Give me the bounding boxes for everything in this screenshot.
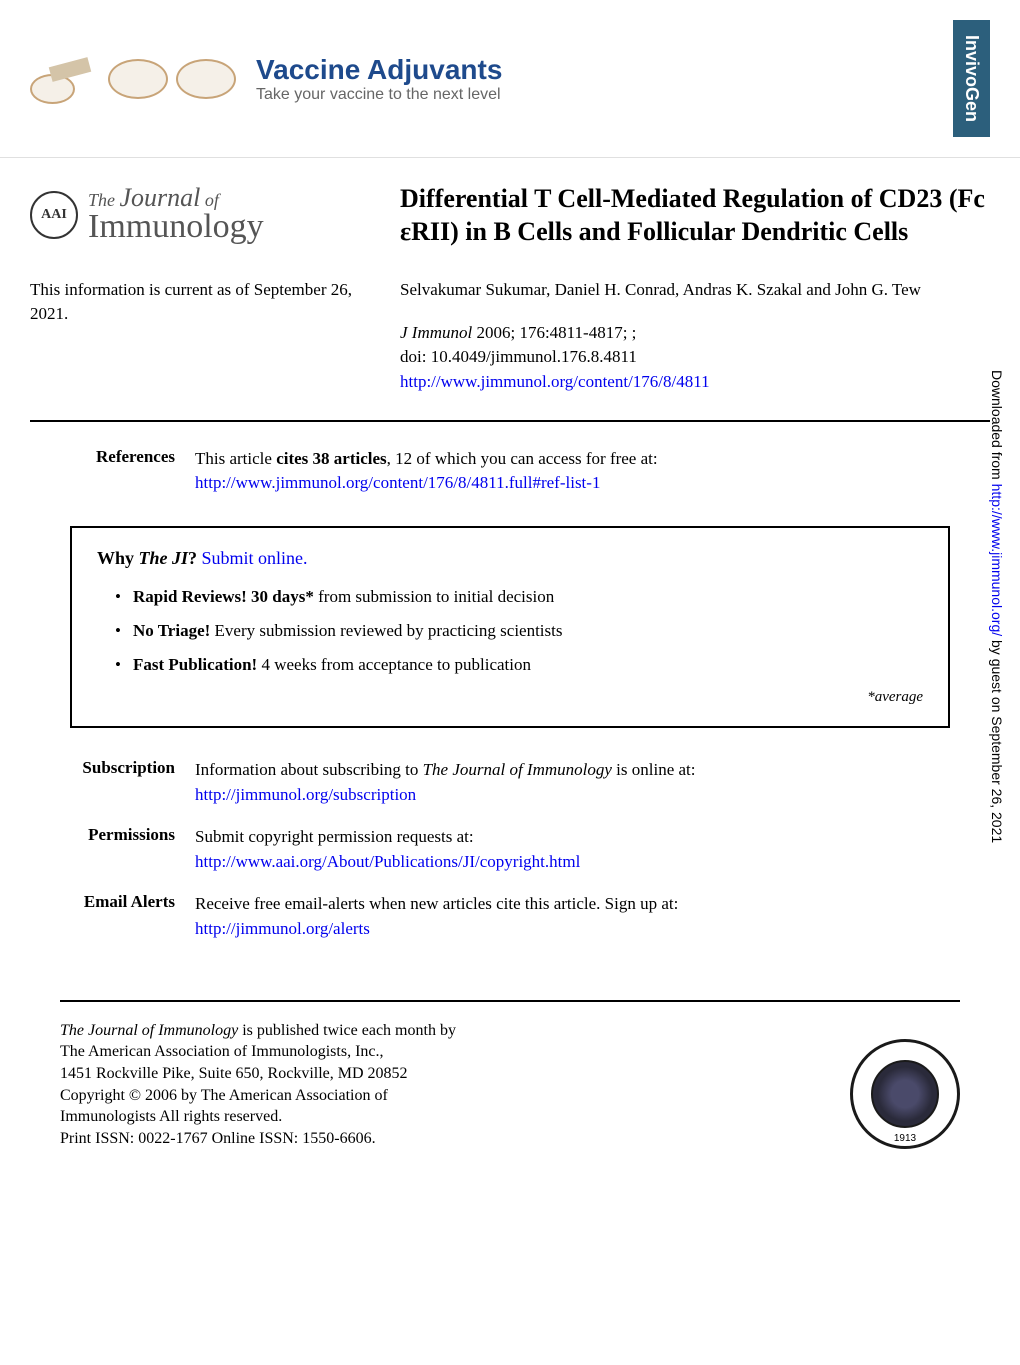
journal-of: of — [205, 190, 219, 210]
sidebar-url-link[interactable]: http://www.jimmunol.org/ — [989, 484, 1005, 637]
permissions-text: Submit copyright permission requests at: — [195, 827, 474, 846]
why-item-rest: from submission to initial decision — [314, 587, 554, 606]
footer: The Journal of Immunology is published t… — [60, 1000, 960, 1150]
why-list-item: Rapid Reviews! 30 days* from submission … — [115, 587, 923, 607]
ad-subtitle: Take your vaccine to the next level — [256, 86, 933, 104]
footer-line3: 1451 Rockville Pike, Suite 650, Rockvill… — [60, 1065, 408, 1082]
permissions-row: Permissions Submit copyright permission … — [30, 825, 990, 874]
petri-dish-icon — [176, 59, 236, 99]
permissions-url-link[interactable]: http://www.aai.org/About/Publications/JI… — [195, 852, 580, 871]
why-item-bold: Rapid Reviews! 30 days* — [133, 587, 314, 606]
references-bold: cites 38 articles — [276, 449, 386, 468]
journal-name-sub: Immunology — [88, 208, 264, 246]
footer-line2: The American Association of Immunologist… — [60, 1043, 384, 1060]
why-title-why: Why — [97, 548, 139, 568]
references-content: This article cites 38 articles, 12 of wh… — [195, 447, 990, 496]
subscription-row: Subscription Information about subscribi… — [30, 758, 990, 807]
seal-year: 1913 — [894, 1133, 916, 1144]
references-prefix: This article — [195, 449, 276, 468]
subscription-prefix: Information about subscribing to — [195, 760, 423, 779]
permissions-label: Permissions — [30, 825, 175, 874]
page-content: Vaccine Adjuvants Take your vaccine to t… — [0, 0, 1020, 1149]
subscription-label: Subscription — [30, 758, 175, 807]
journal-logo: AAI The Journal of Immunology — [30, 183, 370, 248]
article-url-link[interactable]: http://www.jimmunol.org/content/176/8/48… — [400, 372, 710, 391]
subscription-url-link[interactable]: http://jimmunol.org/subscription — [195, 785, 416, 804]
why-item-rest: Every submission reviewed by practicing … — [210, 621, 562, 640]
info-sections: Subscription Information about subscribi… — [0, 743, 1020, 1000]
why-item-bold: No Triage! — [133, 621, 210, 640]
current-as-of: This information is current as of Septem… — [30, 278, 370, 395]
aai-seal-icon: AAI — [30, 191, 78, 239]
journal-name-line1: The Journal of — [88, 190, 219, 210]
syringe-dish-icon — [30, 54, 100, 104]
ad-text: Vaccine Adjuvants Take your vaccine to t… — [256, 54, 933, 104]
why-title: Why The JI? Submit online. — [97, 548, 923, 569]
subscription-suffix: is online at: — [612, 760, 696, 779]
aai-seal-footer-icon: 1913 — [850, 1039, 960, 1149]
email-alerts-row: Email Alerts Receive free email-alerts w… — [30, 892, 990, 941]
footer-line5: Immunologists All rights reserved. — [60, 1108, 282, 1125]
ad-graphic — [30, 54, 236, 104]
aai-text: AAI — [41, 207, 67, 223]
references-section: References This article cites 38 article… — [0, 422, 1020, 511]
references-suffix: , 12 of which you can access for free at… — [387, 449, 658, 468]
journal-prefix: The — [88, 190, 115, 210]
subscription-italic: The Journal of Immunology — [423, 760, 612, 779]
article-authors: Selvakumar Sukumar, Daniel H. Conrad, An… — [400, 278, 990, 303]
download-sidebar: Downloaded from http://www.jimmunol.org/… — [989, 370, 1005, 843]
why-item-rest: 4 weeks from acceptance to publication — [257, 655, 531, 674]
references-url-link[interactable]: http://www.jimmunol.org/content/176/8/48… — [195, 473, 600, 492]
footer-line1-rest: is published twice each month by — [238, 1022, 456, 1039]
email-alerts-label: Email Alerts — [30, 892, 175, 941]
article-citation: J Immunol 2006; 176:4811-4817; ; — [400, 321, 990, 346]
why-note: **averageaverage — [97, 689, 923, 706]
article-doi: doi: 10.4049/jimmunol.176.8.4811 — [400, 345, 990, 370]
main-header: AAI The Journal of Immunology Differenti… — [0, 158, 1020, 268]
ad-title: Vaccine Adjuvants — [256, 54, 933, 86]
ad-brand-vertical: InvivoGen — [953, 20, 990, 137]
permissions-content: Submit copyright permission requests at:… — [195, 825, 990, 874]
sidebar-prefix: Downloaded from — [989, 370, 1005, 484]
references-label: References — [30, 447, 175, 496]
sidebar-suffix: by guest on September 26, 2021 — [989, 636, 1005, 843]
submit-online-link[interactable]: Submit online. — [202, 548, 308, 568]
why-list-item: No Triage! Every submission reviewed by … — [115, 621, 923, 641]
why-list: Rapid Reviews! 30 days* from submission … — [97, 587, 923, 675]
petri-dish-icon — [108, 59, 168, 99]
article-info-row: This information is current as of Septem… — [0, 268, 1020, 420]
subscription-content: Information about subscribing to The Jou… — [195, 758, 990, 807]
email-alerts-content: Receive free email-alerts when new artic… — [195, 892, 990, 941]
why-item-bold: Fast Publication! — [133, 655, 257, 674]
ad-banner: Vaccine Adjuvants Take your vaccine to t… — [0, 0, 1020, 158]
why-title-q: ? — [188, 548, 202, 568]
email-alerts-url-link[interactable]: http://jimmunol.org/alerts — [195, 919, 370, 938]
article-title: Differential T Cell-Mediated Regulation … — [400, 183, 990, 248]
citation-rest: 2006; 176:4811-4817; ; — [472, 323, 636, 342]
citation-journal: J Immunol — [400, 323, 472, 342]
email-alerts-text: Receive free email-alerts when new artic… — [195, 894, 678, 913]
why-title-ji: The JI — [139, 548, 189, 568]
footer-text: The Journal of Immunology is published t… — [60, 1020, 850, 1150]
article-meta: Selvakumar Sukumar, Daniel H. Conrad, An… — [400, 278, 990, 395]
footer-line4: Copyright © 2006 by The American Associa… — [60, 1087, 388, 1104]
why-ji-box: Why The JI? Submit online. Rapid Reviews… — [70, 526, 950, 728]
footer-journal-name: The Journal of Immunology — [60, 1022, 238, 1039]
why-list-item: Fast Publication! 4 weeks from acceptanc… — [115, 655, 923, 675]
footer-line6: Print ISSN: 0022-1767 Online ISSN: 1550-… — [60, 1130, 376, 1147]
footer-wrap: The Journal of Immunology is published t… — [30, 1000, 990, 1150]
